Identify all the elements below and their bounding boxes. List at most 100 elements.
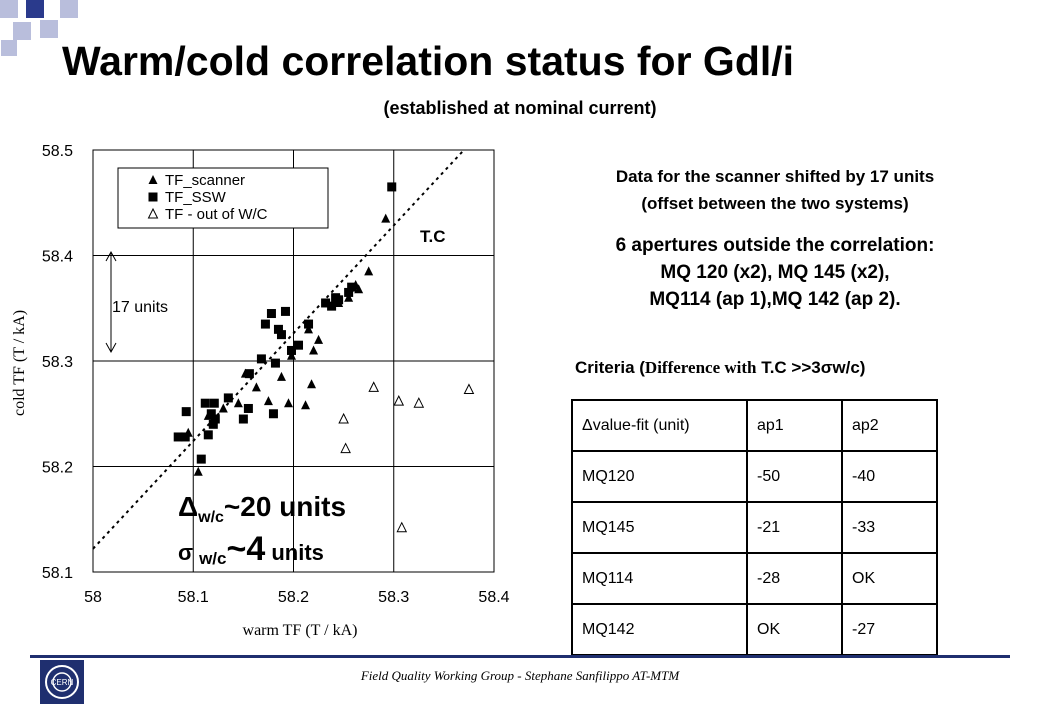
sigma-annotation: σ w/c~4 units [178, 530, 324, 568]
data-point [286, 345, 296, 355]
data-point [307, 379, 317, 389]
data-point [251, 382, 261, 392]
sigma-symbol: σ [178, 540, 193, 565]
corner-square-3 [13, 22, 31, 40]
offset-arrow [105, 250, 117, 354]
data-point [280, 306, 290, 316]
table-cell: -27 [841, 603, 938, 656]
data-point [314, 334, 324, 344]
note-line-5: MQ114 (ap 1),MQ 142 (ap 2). [649, 289, 901, 310]
corner-square-4 [40, 20, 58, 38]
sigma-value: ~4 [226, 530, 265, 568]
data-point [283, 398, 293, 408]
data-point [238, 414, 248, 424]
sigma-subscript: w/c [198, 549, 226, 568]
y-tick-label: 58.5 [42, 143, 73, 160]
footer-rule [30, 655, 1010, 658]
y-tick-label: 58.1 [42, 565, 73, 582]
data-point [181, 407, 191, 417]
legend-label: TF_SSW [165, 189, 227, 206]
data-point [206, 409, 216, 419]
chart-ticks: 58 58.1 58.2 58.3 58.4 58.1 58.2 58.3 58.4 58.5 [42, 143, 510, 606]
x-tick-label: 58.4 [478, 589, 509, 606]
offset-label: 17 units [112, 299, 168, 316]
table-cell: -50 [746, 450, 843, 503]
table-cell: MQ114 [571, 552, 748, 605]
logo-text: CERN [51, 678, 74, 687]
table-header-cell: ap2 [841, 399, 938, 452]
data-point [413, 397, 425, 408]
data-point [210, 414, 220, 424]
table-cell: MQ145 [571, 501, 748, 554]
data-point [309, 345, 319, 355]
scatter-chart: 58 58.1 58.2 58.3 58.4 58.1 58.2 58.3 58.4 58.5 T… [11, 143, 510, 639]
note-line-3: 6 apertures outside the correlation: [615, 235, 935, 256]
y-tick-label: 58.3 [42, 354, 73, 371]
data-point [321, 298, 331, 308]
legend-marker [148, 175, 158, 184]
legend-marker [147, 207, 159, 219]
delta-subscript: w/c [197, 509, 224, 526]
data-point [463, 383, 475, 394]
data-point [266, 309, 276, 319]
data-point [304, 324, 314, 334]
data-point [209, 398, 219, 408]
data-point [203, 430, 213, 440]
data-point [180, 432, 190, 442]
legend-marker [148, 192, 158, 202]
table-row: MQ114 -28 OK [571, 552, 938, 605]
data-point [233, 398, 243, 408]
data-point [347, 282, 357, 292]
y-tick-label: 58.2 [42, 460, 73, 477]
table-cell: -40 [841, 450, 938, 503]
criteria-label: Criteria (Difference with T.C >>3σw/c) [575, 358, 866, 377]
note-line-4: MQ 120 (x2), MQ 145 (x2), [660, 262, 890, 283]
table-row: MQ142 OK -27 [571, 603, 938, 656]
data-point [243, 403, 253, 413]
data-point [270, 358, 280, 368]
table-cell: -28 [746, 552, 843, 605]
data-point [327, 301, 337, 311]
x-axis-label: warm TF (T / kA) [243, 622, 358, 639]
data-point [294, 340, 304, 350]
data-point [276, 330, 286, 340]
data-point [273, 324, 283, 334]
delta-symbol: Δ [178, 491, 198, 522]
data-point [381, 213, 391, 223]
cern-logo-icon: CERN [40, 660, 84, 704]
apertures-note: 6 apertures outside the correlation: MQ … [520, 232, 1030, 313]
data-point [387, 182, 397, 192]
legend-label: TF - out of W/C [165, 206, 268, 223]
data-point [218, 403, 228, 413]
footer-text: Field Quality Working Group - Stephane S… [360, 668, 680, 683]
data-point [256, 354, 266, 364]
aperture-table: Δvalue-fit (unit) ap1 ap2 MQ120 -50 -40 … [571, 399, 938, 656]
corner-square-6 [1, 40, 17, 56]
data-point [173, 432, 183, 442]
x-tick-label: 58.3 [378, 589, 409, 606]
data-point [368, 381, 380, 392]
data-point [193, 466, 203, 476]
x-tick-label: 58 [84, 589, 102, 606]
chart-grid [92, 149, 495, 573]
data-point [286, 350, 296, 360]
data-point [208, 419, 218, 429]
data-point [244, 369, 254, 379]
data-point [301, 400, 311, 410]
table-cell: MQ142 [571, 603, 748, 656]
table-row: MQ145 -21 -33 [571, 501, 938, 554]
table-cell: MQ120 [571, 450, 748, 503]
y-tick-label: 58.4 [42, 249, 73, 266]
note-line-2: (offset between the two systems) [641, 194, 909, 213]
data-point [396, 521, 408, 533]
data-point [340, 442, 351, 454]
data-point [200, 398, 210, 408]
table-row: MQ120 -50 -40 [571, 450, 938, 503]
delta-value: ~20 units [224, 491, 346, 522]
data-point [276, 371, 286, 381]
data-point [260, 319, 270, 329]
x-tick-label: 58.1 [178, 589, 209, 606]
table-cell: -33 [841, 501, 938, 554]
data-point [338, 412, 349, 424]
